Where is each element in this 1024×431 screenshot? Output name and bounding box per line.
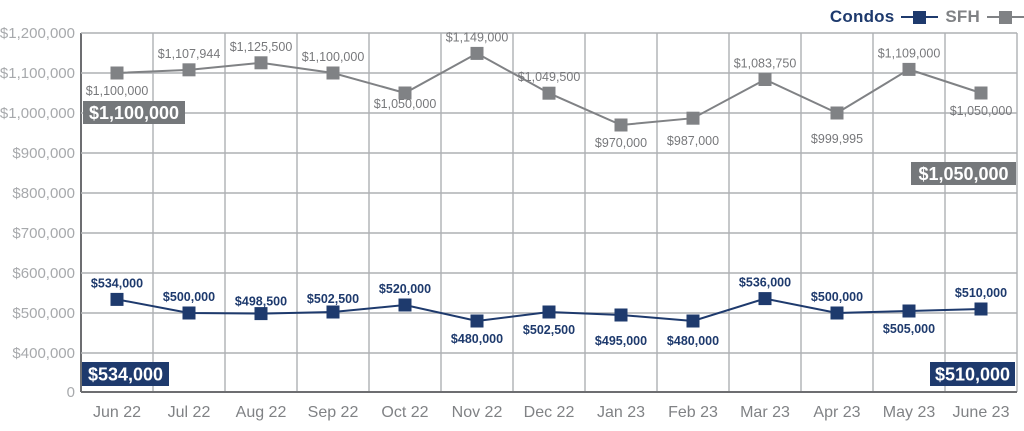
condos-data-label: $505,000 [883,322,935,336]
condos-marker [758,292,772,306]
sfh-data-label: $1,083,750 [734,57,797,71]
sfh-start-badge [83,101,185,124]
sfh-marker [758,73,772,86]
condos-data-label: $495,000 [595,334,647,348]
sfh-data-label: $999,995 [811,132,863,146]
condos-end-badge-text: $510,000 [935,365,1010,385]
sfh-data-label: $1,125,500 [230,40,293,54]
sfh-data-label: $1,100,000 [302,50,365,64]
condos-marker [182,306,196,320]
sfh-data-label: $1,050,000 [950,104,1013,118]
x-axis-tick-label: Sep 22 [308,404,359,421]
x-axis-tick-label: Oct 22 [381,404,428,421]
condos-marker [974,302,988,316]
sfh-marker [110,66,124,80]
condos-marker [326,305,340,319]
sfh-end-badge-text: $1,050,000 [918,164,1008,184]
y-axis-tick-label: $1,200,000 [0,25,75,42]
x-axis-tick-label: Mar 23 [740,404,790,421]
sfh-marker [542,86,556,100]
x-axis-tick-label: June 23 [953,404,1010,421]
condos-data-label: $500,000 [163,290,215,304]
y-axis-tick-label: $400,000 [12,345,75,362]
x-axis-tick-label: Jun 22 [93,404,141,421]
y-axis-tick-label: $700,000 [12,225,75,242]
condos-data-label: $534,000 [91,276,143,290]
legend-marker-sfh [987,10,1024,24]
condos-data-label: $500,000 [811,290,863,304]
sfh-marker [686,111,700,125]
condos-marker [830,306,844,320]
x-axis-tick-label: Feb 23 [668,404,718,421]
condos-marker [110,292,124,306]
condos-data-label: $480,000 [451,332,503,346]
condos-data-label: $536,000 [739,276,791,290]
sfh-marker [398,86,412,100]
sfh-data-label: $1,109,000 [878,46,941,60]
x-axis-tick-label: Aug 22 [236,404,287,421]
x-axis-tick-label: Jan 23 [597,404,645,421]
condos-data-label: $510,000 [955,286,1007,300]
condos-marker [542,305,556,319]
condos-data-label: $480,000 [667,334,719,348]
sfh-marker [470,46,484,60]
y-axis-tick-label: $600,000 [12,265,75,282]
sfh-data-label: $970,000 [595,136,647,150]
legend: Condos SFH [830,4,1024,30]
y-axis-tick-label: $800,000 [12,185,75,202]
condos-marker [686,314,700,328]
y-axis-tick-label: $1,000,000 [0,105,75,122]
y-axis-tick-label: $900,000 [12,145,75,162]
x-axis-tick-label: Dec 22 [524,404,575,421]
legend-label-condos: Condos [829,7,895,26]
condos-data-label: $498,500 [235,295,287,309]
condos-start-badge [82,362,169,386]
sfh-marker [902,62,916,76]
condos-data-label: $502,500 [307,292,359,306]
sfh-data-label: $1,050,000 [374,97,437,111]
x-axis-tick-label: May 23 [883,404,936,421]
sfh-marker [614,118,628,132]
condos-data-label: $502,500 [523,323,575,337]
sfh-data-label: $1,100,000 [86,84,149,98]
sfh-marker [830,106,844,120]
sfh-marker [326,66,340,80]
condos-marker [398,298,412,312]
y-axis-tick-label: 0 [67,384,75,401]
legend-label-sfh: SFH [945,7,980,26]
y-axis-tick-label: $1,100,000 [0,65,75,82]
condos-end-badge [930,362,1015,386]
condos-marker [470,314,484,328]
x-axis-tick-label: Jul 22 [168,404,211,421]
condos-data-label: $520,000 [379,282,431,296]
x-axis-tick-label: Nov 22 [452,404,503,421]
x-axis-tick-label: Apr 23 [813,404,860,421]
sfh-marker [182,63,196,77]
condos-marker [254,307,268,321]
sfh-marker [974,86,988,100]
sfh-end-badge [911,162,1016,185]
sfh-marker [254,56,268,70]
y-axis-tick-label: $500,000 [12,305,75,322]
sfh-start-badge-text: $1,100,000 [89,103,179,123]
condos-marker [902,304,916,318]
legend-marker-condos [901,10,939,24]
sfh-data-label: $1,049,500 [518,70,581,84]
condos-start-badge-text: $534,000 [88,365,163,385]
sfh-data-label: $1,149,000 [446,30,509,44]
sfh-data-label: $987,000 [667,134,719,148]
sfh-data-label: $1,107,944 [158,47,221,61]
condos-marker [614,308,628,322]
